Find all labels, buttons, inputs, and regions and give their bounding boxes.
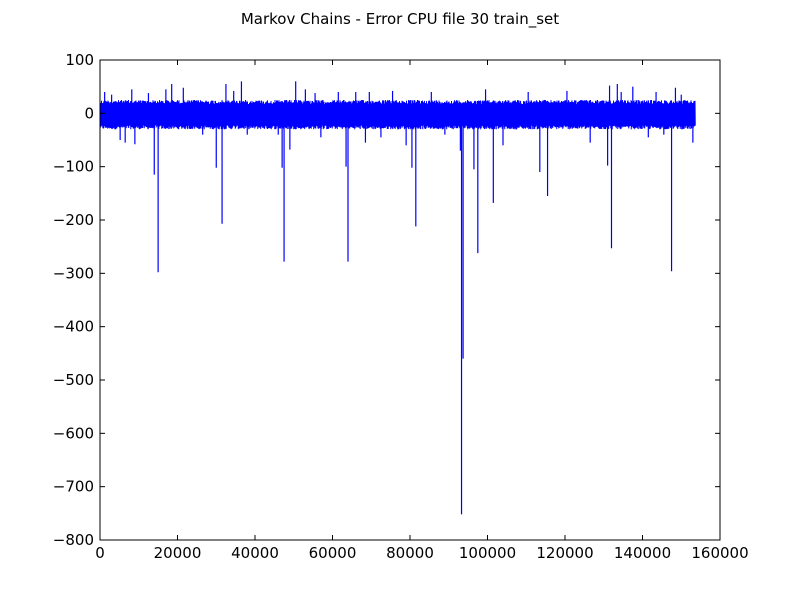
y-tick-label: −500 — [53, 371, 94, 389]
y-tick-label: −300 — [53, 264, 94, 282]
x-tick-label: 20000 — [154, 544, 202, 562]
y-tick-label: 100 — [65, 51, 94, 69]
x-tick-label: 40000 — [231, 544, 279, 562]
x-tick-label: 160000 — [691, 544, 748, 562]
plot-area — [99, 59, 721, 541]
x-tick-label: 60000 — [309, 544, 357, 562]
y-tick-label: −100 — [53, 158, 94, 176]
chart-title: Markov Chains - Error CPU file 30 train_… — [241, 10, 559, 29]
y-tick-label: −400 — [53, 318, 94, 336]
x-tick-label: 100000 — [459, 544, 516, 562]
y-axis: 100 0 −100 −200 −300 −400 −500 −600 −700 −800 — [53, 51, 720, 549]
y-tick-label: −200 — [53, 211, 94, 229]
y-tick-label: −800 — [53, 531, 94, 549]
axes-background — [100, 60, 720, 540]
x-tick-label: 80000 — [386, 544, 434, 562]
series-layer — [99, 81, 696, 515]
x-tick-label: 0 — [95, 544, 105, 562]
y-tick-label: −600 — [53, 424, 94, 442]
y-tick-label: 0 — [84, 104, 94, 122]
x-tick-label: 140000 — [614, 544, 671, 562]
series-line — [99, 99, 696, 130]
x-axis: 0 20000 40000 60000 80000 100000 120000 140000 1… — [95, 60, 749, 562]
y-tick-label: −700 — [53, 478, 94, 496]
x-tick-label: 120000 — [536, 544, 593, 562]
